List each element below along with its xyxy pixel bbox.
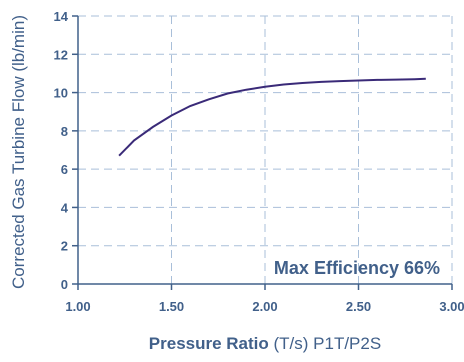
- y-tick-label: 2: [61, 239, 68, 254]
- y-tick-labels: 0 2 4 6 8 10 12 14: [54, 9, 69, 292]
- axes: [77, 16, 452, 285]
- x-tick-label: 1.00: [65, 299, 90, 314]
- y-tick-label: 10: [54, 86, 68, 101]
- annotation-label: Max Efficiency 66%: [274, 258, 440, 278]
- x-axis-title-main: Pressure Ratio: [149, 334, 269, 353]
- y-tick-label: 14: [54, 9, 69, 24]
- grid: [72, 15, 453, 290]
- x-axis-title: Pressure Ratio (T/s) P1T/P2S: [149, 334, 381, 353]
- y-tick-label: 0: [61, 277, 68, 292]
- y-tick-label: 4: [61, 200, 69, 215]
- x-tick-label: 3.00: [439, 299, 464, 314]
- y-tick-label: 6: [61, 162, 68, 177]
- x-tick-label: 2.50: [346, 299, 371, 314]
- x-tick-label: 2.00: [252, 299, 277, 314]
- x-tick-labels: 1.00 1.50 2.00 2.50 3.00: [65, 299, 464, 314]
- y-tick-label: 12: [54, 47, 68, 62]
- y-axis-title: Corrected Gas Turbine Flow (lb/min): [9, 15, 28, 289]
- y-tick-label: 8: [61, 124, 68, 139]
- x-axis-title-units: (T/s) P1T/P2S: [269, 334, 381, 353]
- series-line: [118, 77, 426, 157]
- x-tick-label: 1.50: [159, 299, 184, 314]
